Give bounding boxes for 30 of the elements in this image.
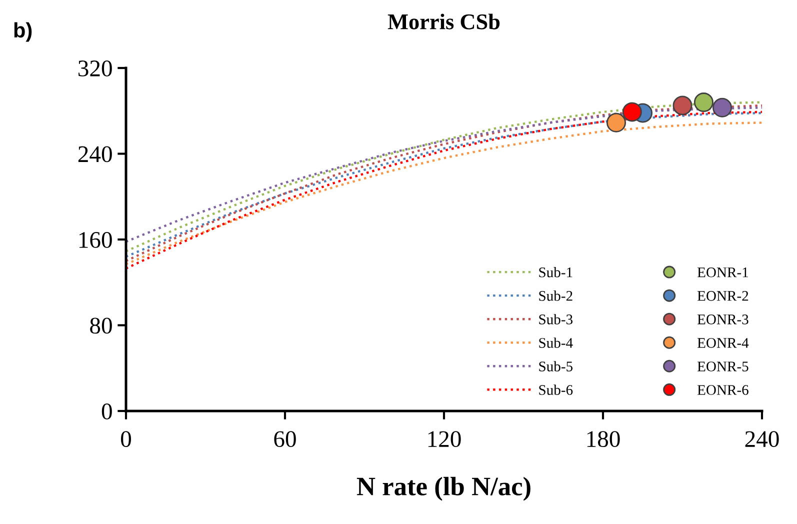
- legend-label: EONR-5: [697, 362, 748, 372]
- point: [606, 112, 626, 132]
- y-tick-label: 160: [79, 232, 112, 248]
- point: [712, 98, 732, 118]
- point: [622, 102, 642, 122]
- legend-label: Sub-1: [539, 267, 572, 278]
- y-tick-label: 240: [78, 146, 112, 162]
- legend-label: Sub-6: [539, 384, 573, 395]
- x-tick-label: 240: [745, 431, 779, 448]
- x-tick-label: 120: [428, 431, 461, 448]
- legend-label: EONR-2: [697, 291, 748, 301]
- x-tick-label: 180: [587, 431, 620, 448]
- legend-label: Sub-2: [539, 290, 572, 301]
- legend-label: EONR-1: [697, 268, 748, 278]
- legend-label: Sub-5: [539, 361, 572, 372]
- y-tick-label: 320: [78, 60, 112, 76]
- x-tick-label: 0: [120, 431, 132, 448]
- legend-label: Sub-4: [539, 338, 573, 348]
- point: [694, 92, 714, 112]
- point: [672, 96, 692, 116]
- text: b): [14, 22, 32, 42]
- legend-label: EONR-3: [697, 314, 748, 324]
- y-tick-label: 80: [90, 318, 112, 334]
- y-tick-label: 0: [102, 403, 112, 420]
- legend-label: EONR-6: [697, 385, 748, 395]
- chart-title: Morris CSb: [388, 14, 500, 30]
- x-tick-label: 60: [274, 431, 296, 448]
- x-axis-title: N rate (lb N/ac): [356, 476, 530, 501]
- legend-label: EONR-4: [697, 338, 749, 348]
- legend-label: Sub-3: [539, 314, 572, 324]
